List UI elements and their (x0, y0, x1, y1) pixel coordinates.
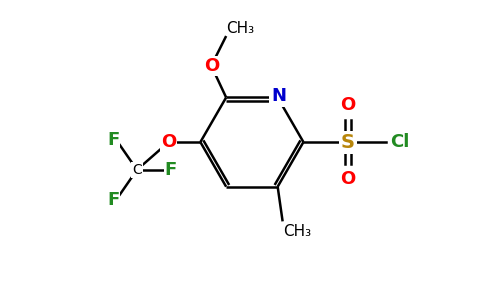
Text: CH₃: CH₃ (226, 21, 254, 36)
Text: CH₃: CH₃ (284, 224, 312, 239)
Text: N: N (271, 88, 286, 106)
Text: O: O (161, 133, 176, 151)
Text: Cl: Cl (390, 133, 409, 151)
Text: F: F (107, 131, 120, 149)
Text: F: F (165, 161, 177, 179)
Text: O: O (340, 96, 356, 114)
Text: F: F (107, 190, 120, 208)
Text: O: O (204, 57, 219, 75)
Text: O: O (340, 170, 356, 188)
Text: C: C (132, 163, 142, 177)
Text: S: S (341, 133, 355, 152)
